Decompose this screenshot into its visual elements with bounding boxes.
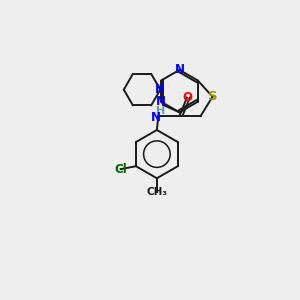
Text: N: N [174,63,184,76]
Text: O: O [182,91,192,104]
Text: N: N [151,110,161,124]
Text: N: N [156,95,166,108]
Text: S: S [208,90,217,103]
Text: N: N [155,83,165,96]
Text: Cl: Cl [114,163,127,176]
Text: H: H [156,106,165,116]
Text: CH₃: CH₃ [146,188,167,197]
